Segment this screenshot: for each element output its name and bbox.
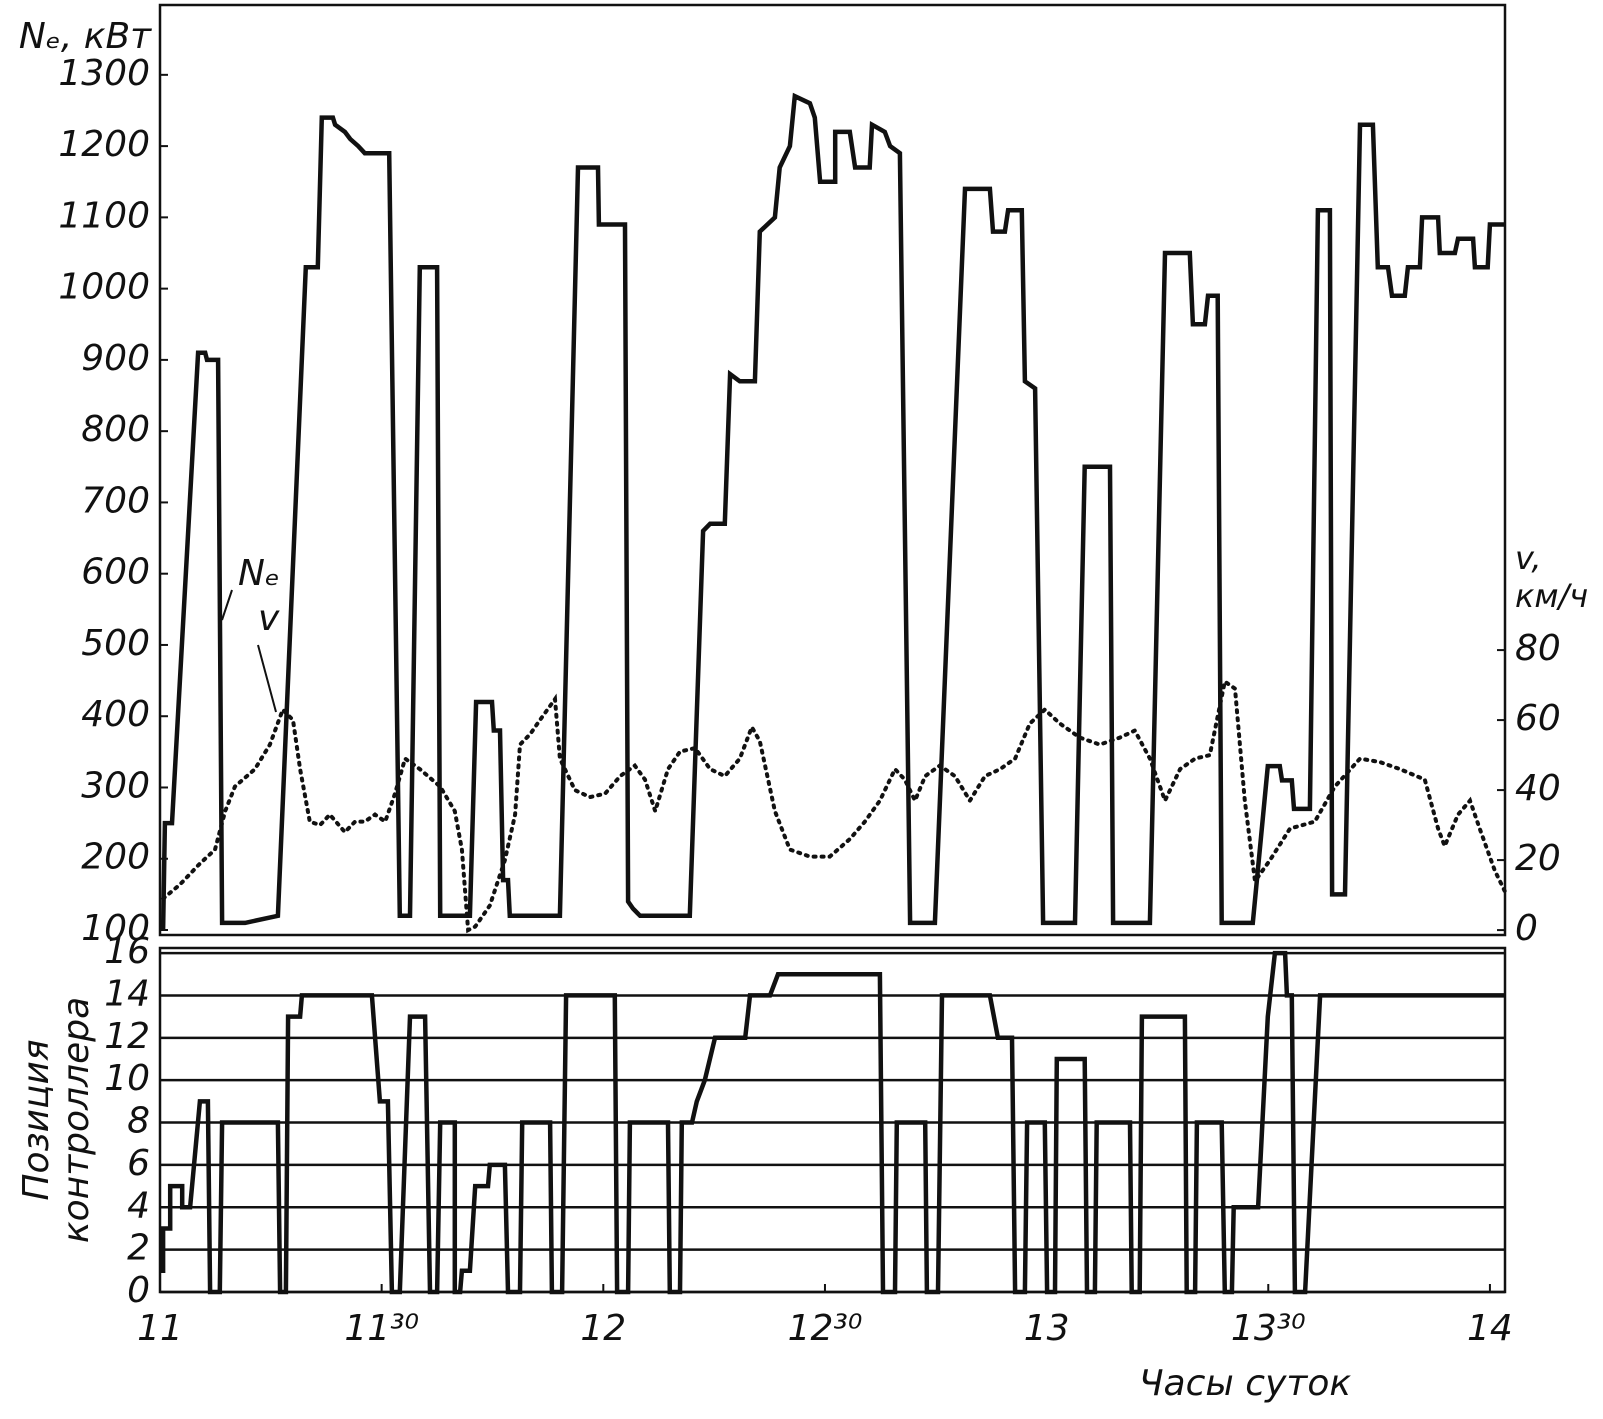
y-tick-label: 10: [104, 1058, 150, 1099]
y-axis-label: Nₑ, кВт: [19, 16, 152, 57]
y2-axis-label: v,: [1515, 539, 1542, 577]
y-tick-label: 14: [104, 973, 150, 1014]
y-tick-label: 600: [81, 552, 150, 593]
y-tick-label: 12: [104, 1016, 150, 1057]
y2-tick-label: 60: [1515, 698, 1561, 739]
x-tick-label: 12: [580, 1308, 626, 1349]
y2-tick-label: 40: [1515, 768, 1561, 809]
y-tick-label: 16: [104, 931, 150, 972]
x-axis-label: Часы суток: [1139, 1363, 1351, 1404]
x-tick-label: 11: [137, 1308, 183, 1349]
y-tick-label: 1000: [58, 267, 150, 308]
series-label: Nₑ: [238, 553, 280, 594]
y-tick-label: 800: [81, 409, 150, 450]
y-tick-label: 6: [127, 1143, 150, 1184]
y-tick-label: 1200: [58, 124, 150, 165]
y2-axis-label: км/ч: [1515, 577, 1588, 615]
frame: [158, 946, 1507, 1294]
x-tick-label: 12³⁰: [788, 1308, 863, 1349]
x-tick-label: 13: [1024, 1308, 1070, 1349]
y-tick-label: 500: [81, 623, 150, 664]
y2-tick-label: 20: [1515, 838, 1561, 879]
y-tick-label: 1300: [58, 53, 150, 94]
data-line: [161, 678, 1507, 934]
series-leader: [221, 589, 233, 621]
x-tick-label: 11³⁰: [344, 1308, 419, 1349]
data-line: [160, 92, 1505, 931]
y2-tick-label: 80: [1515, 628, 1561, 669]
y-tick-label: 400: [81, 694, 150, 735]
y-tick-label: 700: [81, 480, 150, 521]
y-tick-label: 1100: [58, 195, 150, 236]
y2-tick-label: 0: [1515, 908, 1538, 949]
x-tick-label: 14: [1467, 1308, 1513, 1349]
series-leader: [257, 644, 277, 713]
y-axis-label: контроллера: [56, 997, 97, 1243]
y-tick-label: 8: [127, 1101, 150, 1142]
frame: [158, 3, 1507, 937]
data-line: [160, 950, 1505, 1295]
y-tick-label: 200: [81, 837, 150, 878]
y-tick-label: 300: [81, 765, 150, 806]
x-tick-label: 13³⁰: [1231, 1308, 1306, 1349]
y-tick-label: 900: [81, 338, 150, 379]
y-tick-label: 4: [127, 1185, 150, 1226]
y-tick-label: 100: [81, 908, 150, 949]
y-axis-label: Позиция: [16, 1039, 57, 1200]
y-tick-label: 2: [127, 1228, 150, 1269]
series-label: v: [258, 598, 280, 639]
y-tick-label: 0: [127, 1270, 150, 1311]
